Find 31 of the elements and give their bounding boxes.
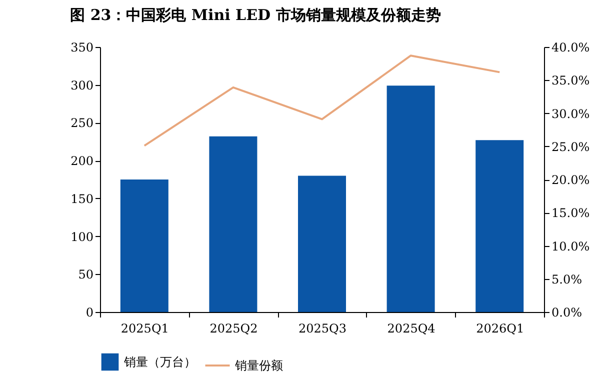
line-series	[143, 54, 501, 147]
y-tick-label: 0	[86, 306, 94, 320]
y2-tick-label: 35.0%	[552, 74, 590, 88]
y-tick-label: 150	[70, 192, 94, 206]
x-tick-label: 2025Q1	[120, 322, 169, 336]
x-tick-label: 2025Q4	[387, 322, 436, 336]
x-tick-label: 2025Q2	[210, 322, 258, 336]
y2-tick-label: 25.0%	[552, 140, 590, 154]
bar	[476, 140, 524, 312]
y2-tick-label: 5.0%	[552, 272, 582, 286]
y-tick-label: 350	[70, 40, 94, 54]
legend-label: 销量（万台）	[123, 355, 196, 369]
x-tick-label: 2025Q3	[298, 322, 347, 336]
bar	[120, 180, 168, 312]
bar	[209, 136, 258, 312]
y2-tick-label: 0.0%	[552, 306, 582, 320]
y-tick-label: 50	[78, 268, 94, 282]
y-tick-label: 250	[70, 116, 94, 130]
y-tick-label: 100	[70, 230, 94, 244]
y2-tick-label: 40.0%	[552, 40, 590, 54]
legend-label: 销量份额	[234, 358, 283, 372]
y-tick-label: 300	[70, 78, 94, 92]
bar	[386, 86, 435, 312]
y2-tick-label: 20.0%	[552, 173, 590, 187]
y2-tick-label: 30.0%	[552, 106, 590, 121]
x-tick-label: 2026Q1	[476, 322, 524, 336]
chart-title: 图 23：中国彩电 Mini LED 市场销量规模及份额走势	[70, 6, 441, 24]
y2-tick-label: 10.0%	[552, 239, 590, 254]
bar	[298, 176, 346, 312]
y2-tick-label: 15.0%	[552, 206, 590, 220]
y-tick-label: 200	[70, 154, 94, 168]
